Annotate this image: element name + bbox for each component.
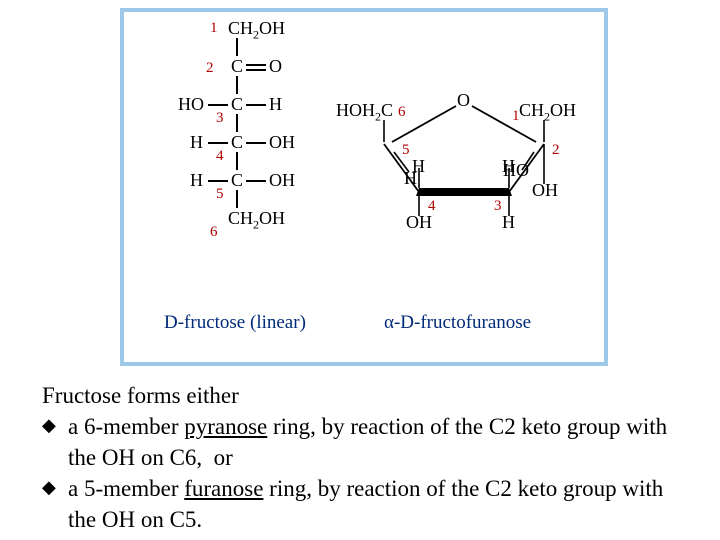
ring-num-6: 6: [398, 104, 406, 121]
ring-c6-label: HOH2C: [336, 100, 393, 125]
ring-c2-down: OH: [532, 180, 558, 201]
ring-num-2: 2: [552, 142, 560, 159]
bond-c2-o-a: [246, 64, 266, 66]
linear-c5-left: H: [190, 170, 203, 191]
bullet-1: ◆ a 6-member pyranose ring, by reaction …: [42, 411, 682, 473]
bond-c4-r: [246, 142, 266, 144]
bullet-glyph-2: ◆: [42, 473, 68, 502]
bullet-text-2: a 5-member furanose ring, by reaction of…: [68, 473, 682, 535]
bond-4-5: [236, 152, 238, 170]
ring-num-3: 3: [494, 198, 502, 215]
ring-c3-down: H: [502, 212, 515, 233]
ring-c3-up: H: [502, 156, 515, 177]
linear-c5: C: [231, 170, 243, 191]
body-text: Fructose forms either ◆ a 6-member pyran…: [42, 380, 682, 535]
bond-c5-r: [246, 180, 266, 182]
ring-num-1: 1: [512, 108, 520, 125]
linear-c4: C: [231, 132, 243, 153]
bullet-2: ◆ a 5-member furanose ring, by reaction …: [42, 473, 682, 535]
figure-frame: CH2OH 1 C 2 O HO C H 3 H C OH 4 H C OH 5: [120, 8, 608, 366]
linear-c2: C: [231, 56, 243, 77]
linear-num-5: 5: [216, 186, 224, 203]
ring-c1-label: CH2OH: [519, 100, 576, 125]
bond-c3-r: [246, 104, 266, 106]
linear-c5-right: OH: [269, 170, 295, 191]
bond-c4-l: [208, 142, 228, 144]
linear-num-6: 6: [210, 224, 218, 241]
linear-c4-left: H: [190, 132, 203, 153]
linear-num-2: 2: [206, 60, 214, 77]
bullet-glyph-1: ◆: [42, 411, 68, 440]
ring-oxygen: O: [457, 90, 470, 111]
ring-c4-down: OH: [406, 212, 432, 233]
linear-num-3: 3: [216, 110, 224, 127]
bond-3-4: [236, 114, 238, 132]
bond-c3-l: [208, 104, 228, 106]
linear-c3-right: H: [269, 94, 282, 115]
bond-5-6: [236, 190, 238, 208]
linear-c6-right: CH2OH: [228, 208, 285, 233]
linear-num-1: 1: [210, 20, 218, 37]
bond-c5-l: [208, 180, 228, 182]
linear-c2-o: O: [269, 56, 282, 77]
ring-c5-up: H: [404, 168, 417, 189]
linear-c4-right: OH: [269, 132, 295, 153]
caption-ring: α-D-fructofuranose: [384, 312, 531, 334]
caption-linear: D-fructose (linear): [164, 312, 306, 334]
linear-num-4: 4: [216, 148, 224, 165]
linear-c3: C: [231, 94, 243, 115]
bullet-text-1: a 6-member pyranose ring, by reaction of…: [68, 411, 682, 473]
bond-c2-o-b: [246, 69, 266, 71]
bond-2-3: [236, 76, 238, 94]
figure-inner: CH2OH 1 C 2 O HO C H 3 H C OH 4 H C OH 5: [124, 12, 604, 362]
ring-num-5: 5: [402, 142, 410, 159]
linear-c3-left: HO: [178, 94, 204, 115]
intro-line: Fructose forms either: [42, 380, 682, 411]
bond-1-2: [236, 38, 238, 56]
